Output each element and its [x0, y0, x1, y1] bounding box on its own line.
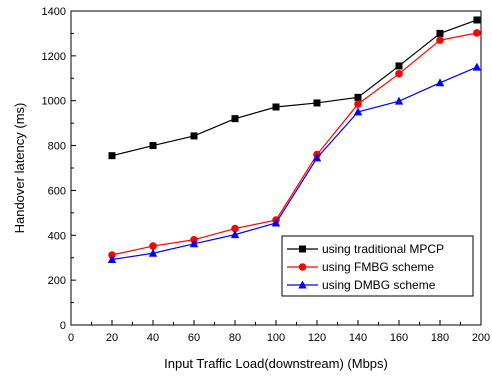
- data-point: [313, 99, 321, 107]
- data-point: [189, 239, 199, 248]
- data-point: [353, 107, 363, 116]
- data-point: [395, 62, 403, 70]
- x-tick-label: 60: [188, 332, 200, 344]
- x-tick-label: 20: [106, 332, 118, 344]
- x-tick-label: 180: [431, 332, 449, 344]
- series-line: [111, 32, 478, 256]
- data-point: [473, 29, 481, 37]
- y-tick-label: 1200: [42, 51, 66, 63]
- data-point: [107, 255, 117, 264]
- y-axis-ticks: 0 200 400 600 800 1000 1200 1400: [42, 6, 76, 332]
- legend-label: using traditional MPCP: [322, 242, 444, 256]
- y-tick-label: 1000: [42, 96, 66, 108]
- series-group: [108, 16, 481, 160]
- data-point: [108, 152, 116, 160]
- legend: using traditional MPCP using FMBG scheme u…: [281, 235, 474, 297]
- data-point: [271, 218, 281, 227]
- data-point: [230, 230, 240, 239]
- data-point: [190, 132, 198, 140]
- series-group: [107, 62, 482, 264]
- data-point: [354, 93, 362, 101]
- x-tick-label: 140: [349, 332, 367, 344]
- y-tick-label: 400: [48, 230, 66, 242]
- x-axis-ticks: 0 20 40 60 80 100 120 140 160 180 200: [68, 320, 490, 344]
- data-point: [231, 224, 239, 233]
- y-axis-label: Handover latency (ms): [12, 103, 27, 234]
- series-line: [111, 66, 478, 261]
- x-tick-label: 100: [267, 332, 285, 344]
- data-point: [394, 96, 404, 105]
- series-line: [111, 19, 478, 157]
- x-axis-label: Input Traffic Load(downstream) (Mbps): [164, 356, 388, 371]
- legend-marker: [298, 280, 307, 289]
- data-point: [272, 103, 280, 111]
- y-tick-label: 800: [48, 141, 66, 153]
- data-point: [435, 78, 445, 87]
- data-point: [436, 29, 444, 37]
- y-tick-label: 1400: [42, 6, 66, 18]
- data-point: [436, 36, 444, 44]
- x-tick-label: 160: [390, 332, 408, 344]
- data-point: [354, 100, 362, 108]
- legend-marker: [299, 245, 306, 253]
- legend-label: using DMBG scheme: [322, 278, 436, 292]
- data-point: [472, 62, 482, 71]
- data-point: [149, 242, 157, 250]
- x-tick-label: 0: [68, 332, 74, 344]
- x-tick-label: 200: [472, 332, 490, 344]
- legend-marker: [298, 263, 307, 271]
- data-point: [149, 142, 157, 150]
- legend-label: using FMBG scheme: [322, 260, 434, 274]
- x-tick-label: 40: [147, 332, 159, 344]
- y-tick-label: 600: [48, 185, 66, 197]
- legend-box: [281, 235, 474, 297]
- x-tick-label: 80: [229, 332, 241, 344]
- y-tick-label: 200: [48, 275, 66, 287]
- x-tick-label: 120: [308, 332, 326, 344]
- series-layer: [107, 16, 482, 264]
- data-point: [148, 248, 158, 257]
- data-point: [231, 115, 239, 123]
- data-point: [312, 153, 322, 162]
- legend-items: using traditional MPCP using FMBG scheme u…: [287, 242, 444, 292]
- series-group: [108, 29, 481, 259]
- data-point: [395, 70, 403, 78]
- y-tick-label: 0: [60, 320, 66, 332]
- data-point: [473, 16, 481, 24]
